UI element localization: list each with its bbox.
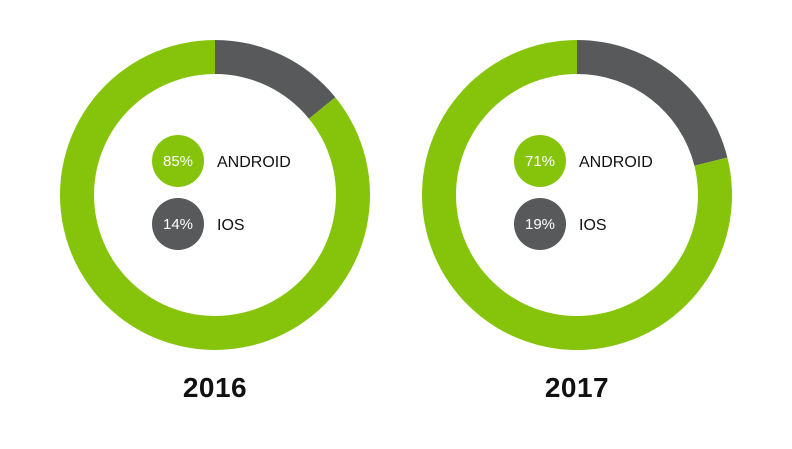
android-percent-label: 85% [163, 153, 193, 170]
ios-legend-label: IOS [579, 217, 607, 234]
donut-ring-group [422, 40, 732, 350]
ios-bubble [152, 198, 204, 250]
donut-chart-2016: 85% ANDROID 14% IOS 2016 [55, 0, 375, 449]
donut-svg-2017: 71% ANDROID 19% IOS [422, 40, 732, 350]
android-bubble [514, 135, 566, 187]
ios-legend-label: IOS [217, 217, 245, 234]
ios-segment [577, 40, 728, 166]
android-bubble [152, 135, 204, 187]
legend-ios: 14% IOS [152, 198, 245, 250]
ios-segment [215, 40, 336, 119]
donut-ring-group [60, 40, 371, 350]
donut-chart-2017: 71% ANDROID 19% IOS 2017 [417, 0, 737, 449]
android-legend-label: ANDROID [217, 154, 291, 171]
legend-ios: 19% IOS [514, 198, 607, 250]
chart-title-2016: 2016 [182, 372, 248, 403]
android-legend-label: ANDROID [579, 154, 653, 171]
legend-android: 85% ANDROID [152, 135, 291, 187]
android-percent-label: 71% [525, 153, 555, 170]
ios-percent-label: 14% [163, 216, 193, 233]
donut-svg-2016: 85% ANDROID 14% IOS [60, 40, 371, 350]
ios-bubble [514, 198, 566, 250]
ios-percent-label: 19% [525, 216, 555, 233]
legend-android: 71% ANDROID [514, 135, 653, 187]
chart-title-2017: 2017 [544, 372, 610, 403]
